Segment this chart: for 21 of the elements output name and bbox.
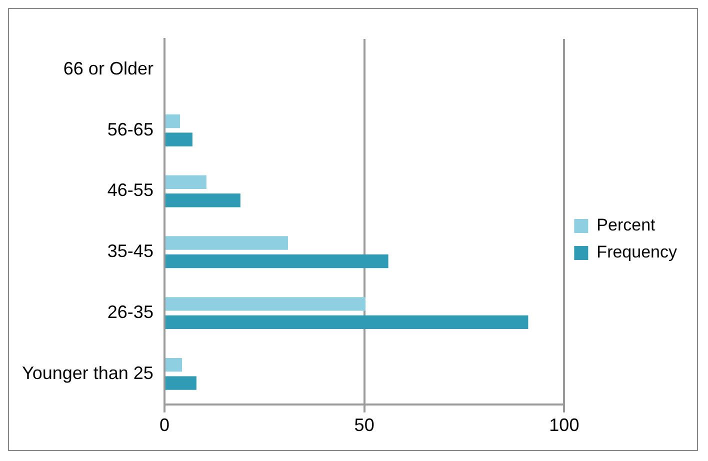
bar [165, 132, 192, 146]
y-tick-label: Younger than 25 [22, 362, 154, 383]
y-tick-label: 35-45 [107, 241, 154, 262]
y-tick-label: 46-55 [107, 180, 154, 200]
y-tick-label: 66 or Older [63, 58, 154, 78]
bar [165, 297, 366, 311]
bar [165, 194, 240, 208]
bar [165, 236, 288, 250]
bar [165, 175, 206, 189]
x-tick-label: 0 [159, 415, 170, 436]
bar [165, 114, 180, 128]
bar [165, 315, 528, 330]
y-tick-label: 26-35 [107, 302, 154, 322]
bar [165, 254, 388, 268]
legend-label: Percent [596, 216, 656, 235]
bar [165, 358, 182, 372]
legend-label: Frequency [596, 242, 678, 262]
x-tick-label: 100 [549, 415, 580, 436]
x-tick-label: 50 [354, 415, 374, 436]
bar [165, 376, 196, 390]
y-tick-label: 56-65 [107, 119, 154, 140]
